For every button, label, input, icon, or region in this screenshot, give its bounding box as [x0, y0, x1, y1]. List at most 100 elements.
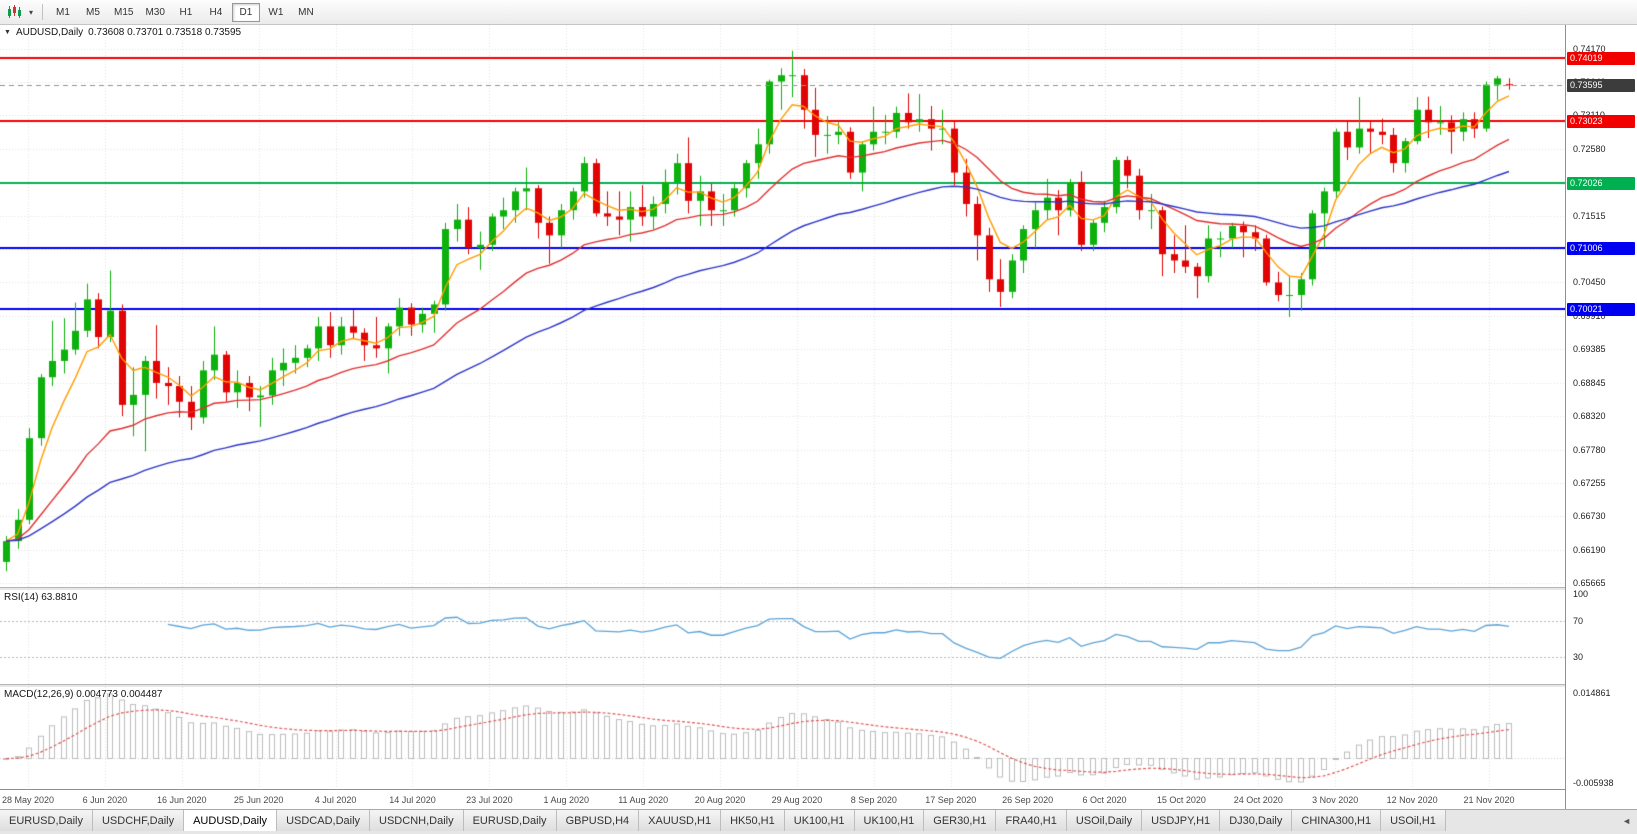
level-price-badge[interactable]: 0.72026	[1567, 177, 1635, 191]
rsi-indicator-pane: RSI(14) 63.8810	[0, 590, 1565, 684]
timeframe-button-mn[interactable]: MN	[292, 3, 320, 22]
chevron-down-icon[interactable]: ▾	[28, 7, 33, 17]
price-axis-tick: 0.68845	[1573, 378, 1606, 389]
macd-axis-label-max: 0.014861	[1573, 688, 1611, 698]
timeframe-toolbar: ▾ M1 M5 M15 M30 H1 H4 D1 W1 MN	[0, 0, 1637, 25]
date-axis-label: 4 Jul 2020	[314, 795, 357, 805]
collapse-triangle-icon[interactable]: ▼	[4, 29, 11, 36]
price-chart-canvas[interactable]	[0, 25, 1565, 587]
timeframe-button-h1[interactable]: H1	[172, 3, 200, 22]
rsi-axis-label: 30	[1573, 652, 1584, 663]
price-chart-pane: ▼ AUDUSD,Daily 0.73608 0.73701 0.73518 0…	[0, 25, 1565, 587]
price-axis[interactable]: 0.741700.736400.731100.725800.720500.715…	[1565, 25, 1637, 809]
chart-tab-6-gbpusd-h4[interactable]: GBPUSD,H4	[556, 810, 640, 831]
price-axis-tick: 0.68320	[1573, 411, 1606, 422]
chart-panes: ▼ AUDUSD,Daily 0.73608 0.73701 0.73518 0…	[0, 25, 1565, 809]
date-axis-label: 12 Nov 2020	[1386, 795, 1438, 805]
level-price-badge[interactable]: 0.70021	[1567, 303, 1635, 317]
rsi-label: RSI(14) 63.8810	[4, 592, 78, 603]
date-axis-label: 29 Aug 2020	[771, 795, 823, 805]
macd-header: MACD(12,26,9) 0.004773 0.004487	[4, 689, 162, 700]
chart-tab-15-dj30-daily[interactable]: DJ30,Daily	[1220, 810, 1293, 831]
price-axis-tick: 0.72580	[1573, 143, 1606, 154]
chart-tab-16-china300-h1[interactable]: CHINA300,H1	[1292, 810, 1382, 831]
chart-tab-13-usoil-daily[interactable]: USOil,Daily	[1066, 810, 1143, 831]
time-axis[interactable]: 28 May 2020 6 Jun 2020 16 Jun 2020 25 Jun 2…	[0, 789, 1565, 809]
macd-label: MACD(12,26,9) 0.004773 0.004487	[4, 689, 163, 700]
macd-indicator-pane: MACD(12,26,9) 0.004773 0.004487	[0, 687, 1565, 789]
chart-tab-14-usdjpy-h1[interactable]: USDJPY,H1	[1142, 810, 1221, 831]
chart-tab-5-eurusd-daily[interactable]: EURUSD,Daily	[463, 810, 557, 831]
pane-splitter[interactable]	[0, 684, 1565, 687]
chart-tab-1-usdchf-daily[interactable]: USDCHF,Daily	[92, 810, 185, 831]
status-strip	[0, 831, 1637, 834]
price-axis-tick: 0.70450	[1573, 277, 1606, 288]
level-price-badge[interactable]: 0.74019	[1567, 52, 1635, 66]
chart-tab-11-ger30-h1[interactable]: GER30,H1	[924, 810, 997, 831]
ohlc-values-label: 0.73608 0.73701 0.73518 0.73595	[88, 27, 242, 38]
date-axis-label: 6 Oct 2020	[1082, 795, 1127, 805]
price-axis-tick: 0.66190	[1573, 544, 1606, 555]
date-axis-label: 14 Jul 2020	[389, 795, 436, 805]
price-axis-tick: 0.65665	[1573, 577, 1606, 588]
date-axis-label: 16 Jun 2020	[157, 795, 207, 805]
level-price-badge[interactable]: 0.71006	[1567, 241, 1635, 255]
price-axis-tick: 0.69385	[1573, 344, 1606, 355]
level-price-badge[interactable]: 0.73023	[1567, 114, 1635, 128]
date-axis-label: 1 Aug 2020	[543, 795, 590, 805]
date-axis-label: 28 May 2020	[1, 795, 55, 805]
chart-title: ▼ AUDUSD,Daily 0.73608 0.73701 0.73518 0…	[4, 27, 241, 38]
timeframe-button-h4[interactable]: H4	[202, 3, 230, 22]
chart-tab-8-hk50-h1[interactable]: HK50,H1	[721, 810, 785, 831]
price-axis-tick: 0.74170	[1573, 43, 1606, 54]
date-axis-label: 11 Aug 2020	[618, 795, 669, 805]
timeframe-buttons: M1 M5 M15 M30 H1 H4 D1 W1 MN	[48, 2, 321, 22]
price-axis-tick: 0.69910	[1573, 311, 1606, 322]
timeframe-button-w1[interactable]: W1	[262, 3, 290, 22]
macd-axis-label-min: -0.005938	[1573, 778, 1614, 788]
current-price-badge[interactable]: 0.73595	[1567, 78, 1635, 92]
timeframe-button-d1[interactable]: D1	[231, 2, 260, 22]
chart-tab-3-usdcad-daily[interactable]: USDCAD,Daily	[277, 810, 371, 831]
chart-tab-17-usoil-h1[interactable]: USOil,H1	[1381, 810, 1446, 831]
chart-type-icon[interactable]	[3, 3, 25, 22]
timeframe-button-m5[interactable]: M5	[79, 3, 107, 22]
rsi-canvas[interactable]	[0, 590, 1565, 684]
date-axis-label: 15 Oct 2020	[1156, 795, 1206, 805]
price-axis-tick: 0.66730	[1573, 511, 1606, 522]
timeframe-button-m30[interactable]: M30	[140, 3, 169, 22]
symbol-period-label: AUDUSD,Daily	[15, 27, 84, 38]
timeframe-button-m15[interactable]: M15	[109, 3, 138, 22]
chart-tab-2-audusd-daily[interactable]: AUDUSD,Daily	[184, 810, 278, 831]
date-axis-label: 17 Sep 2020	[925, 795, 977, 805]
toolbar-separator	[42, 4, 43, 20]
price-axis-tick: 0.67255	[1573, 478, 1606, 489]
chart-tab-0-eurusd-daily[interactable]: EURUSD,Daily	[0, 810, 93, 831]
chart-tab-12-fra40-h1[interactable]: FRA40,H1	[996, 810, 1067, 831]
date-axis-label: 24 Oct 2020	[1233, 795, 1283, 805]
rsi-axis-label: 70	[1573, 616, 1584, 627]
macd-canvas[interactable]	[0, 687, 1565, 789]
chart-tab-9-uk100-h1[interactable]: UK100,H1	[784, 810, 855, 831]
date-axis-label: 25 Jun 2020	[233, 795, 284, 805]
chart-tabbar: EURUSD,Daily USDCHF,Daily AUDUSD,Daily USDC…	[0, 809, 1637, 831]
rsi-header: RSI(14) 63.8810	[4, 592, 77, 603]
price-axis-tick: 0.71515	[1573, 210, 1606, 221]
date-axis-label: 8 Sep 2020	[850, 795, 897, 805]
price-axis-tick: 0.67780	[1573, 445, 1606, 456]
pane-splitter[interactable]	[0, 587, 1565, 590]
chart-region: ▼ AUDUSD,Daily 0.73608 0.73701 0.73518 0…	[0, 25, 1637, 809]
chart-tab-7-xauusd-h1[interactable]: XAUUSD,H1	[639, 810, 722, 831]
timeframe-button-m1[interactable]: M1	[49, 3, 77, 22]
date-axis-label: 21 Nov 2020	[1463, 795, 1515, 805]
date-axis-label: 26 Sep 2020	[1002, 795, 1054, 805]
date-axis-label: 6 Jun 2020	[82, 795, 128, 805]
date-axis-label: 23 Jul 2020	[466, 795, 513, 805]
tab-scroll-left-icon[interactable]: ◄	[1622, 815, 1631, 826]
chart-tab-10-uk100-h1[interactable]: UK100,H1	[854, 810, 925, 831]
rsi-axis-label: 100	[1573, 589, 1589, 600]
chart-tab-4-usdcnh-daily[interactable]: USDCNH,Daily	[370, 810, 464, 831]
date-axis-label: 3 Nov 2020	[1312, 795, 1359, 805]
date-axis-label: 20 Aug 2020	[694, 795, 746, 805]
